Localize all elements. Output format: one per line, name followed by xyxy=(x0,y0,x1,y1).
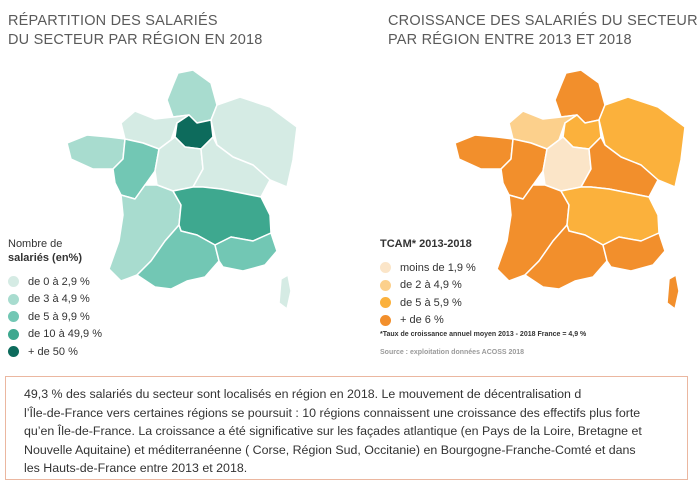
legend-swatch xyxy=(8,293,19,305)
legend-label: de 0 à 2,9 % xyxy=(28,275,90,288)
legend-swatch xyxy=(380,262,391,274)
summary-line-3: qu’en Île-de-France. La croissance a été… xyxy=(24,424,642,438)
right-france-map xyxy=(454,69,686,310)
region-corse xyxy=(666,274,680,310)
region-grand-est xyxy=(210,96,298,188)
legend-swatch xyxy=(380,279,391,291)
legend-label: de 5 à 5,9 % xyxy=(400,296,462,309)
legend-label: moins de 1,9 % xyxy=(400,261,476,274)
legend-item: + de 6 % xyxy=(380,312,476,330)
legend-item: moins de 1,9 % xyxy=(380,259,476,277)
right-title-line2: PAR RÉGION ENTRE 2013 ET 2018 xyxy=(388,32,632,48)
region-grand-est xyxy=(598,96,686,188)
right-map-title: CROISSANCE DES SALARIÉS DU SECTEUR PAR R… xyxy=(388,12,698,50)
right-legend-title: TCAM* 2013-2018 xyxy=(380,238,472,250)
legend-label: de 5 à 9,9 % xyxy=(28,310,90,323)
data-source: Source : exploitation données ACOSS 2018 xyxy=(380,349,525,356)
left-title-line1: RÉPARTITION DES SALARIÉS xyxy=(8,13,218,29)
legend-item: de 10 à 49,9 % xyxy=(8,326,102,344)
left-legend-title: Nombre de salariés (en%) xyxy=(8,237,82,265)
left-legend-title-line2: salariés (en%) xyxy=(8,252,82,264)
legend-label: de 10 à 49,9 % xyxy=(28,328,103,341)
legend-item: de 3 à 4,9 % xyxy=(8,291,102,309)
region-sud-paca xyxy=(214,232,278,272)
legend-label: + de 6 % xyxy=(400,314,444,327)
summary-line-1: 49,3 % des salariés du secteur sont loca… xyxy=(24,387,582,401)
legend-swatch xyxy=(380,297,391,309)
legend-swatch xyxy=(8,328,19,340)
left-france-map xyxy=(66,69,298,310)
legend-item: de 5 à 5,9 % xyxy=(380,294,476,312)
legend-item: de 0 à 2,9 % xyxy=(8,273,102,291)
tcam-footnote: *Taux de croissance annuel moyen 2013 - … xyxy=(380,331,587,338)
left-legend: de 0 à 2,9 % de 3 à 4,9 % de 5 à 9,9 % d… xyxy=(8,273,102,361)
legend-item: de 5 à 9,9 % xyxy=(8,308,102,326)
legend-item: de 2 à 4,9 % xyxy=(380,277,476,295)
summary-text-box: 49,3 % des salariés du secteur sont loca… xyxy=(5,376,688,480)
region-corse xyxy=(278,274,292,310)
legend-label: de 2 à 4,9 % xyxy=(400,279,462,292)
legend-swatch xyxy=(8,311,19,323)
legend-label: de 3 à 4,9 % xyxy=(28,293,90,306)
left-map-title: RÉPARTITION DES SALARIÉS DU SECTEUR PAR … xyxy=(8,12,308,50)
legend-item: + de 50 % xyxy=(8,343,102,361)
legend-swatch xyxy=(8,276,19,288)
left-title-line2: DU SECTEUR PAR RÉGION EN 2018 xyxy=(8,32,263,48)
left-legend-title-line1: Nombre de xyxy=(8,238,63,250)
summary-line-4: Nouvelle Aquitaine) et méditerranéenne (… xyxy=(24,442,636,457)
right-legend: moins de 1,9 % de 2 à 4,9 % de 5 à 5,9 %… xyxy=(380,259,476,329)
summary-line-5: les Hauts-de-France entre 2013 et 2018. xyxy=(24,461,248,475)
region-hauts-de-france xyxy=(166,69,218,124)
region-hauts-de-france xyxy=(554,69,606,124)
region-sud-paca xyxy=(602,232,666,272)
legend-swatch xyxy=(8,346,19,358)
legend-swatch xyxy=(380,314,391,326)
region-bretagne xyxy=(66,134,126,170)
legend-label: + de 50 % xyxy=(28,345,78,358)
region-bretagne xyxy=(454,134,514,170)
right-title-line1: CROISSANCE DES SALARIÉS DU SECTEUR xyxy=(388,13,698,29)
summary-line-2: l’Île-de-France vers certaines régions s… xyxy=(24,405,641,420)
